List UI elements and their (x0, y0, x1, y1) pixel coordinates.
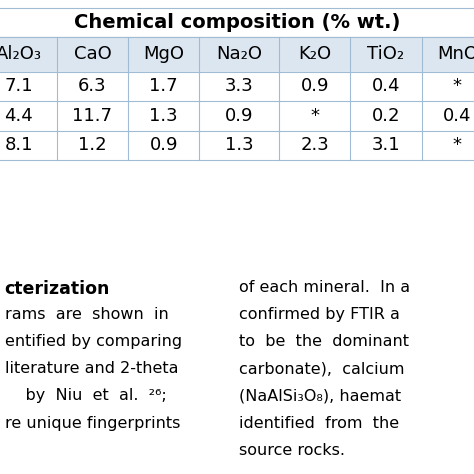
Text: Al₂O₃: Al₂O₃ (0, 46, 42, 64)
Text: Chemical composition (% wt.): Chemical composition (% wt.) (74, 13, 400, 32)
Bar (0, 101, 474, 130)
Text: 3.3: 3.3 (225, 77, 254, 95)
Text: CaO: CaO (73, 46, 111, 64)
Text: *: * (310, 107, 319, 125)
Text: 3.1: 3.1 (372, 136, 400, 154)
Text: source rocks.: source rocks. (239, 443, 346, 458)
Text: 6.3: 6.3 (78, 77, 107, 95)
Text: 0.9: 0.9 (225, 107, 254, 125)
Text: (NaAlSi₃O₈), haemat: (NaAlSi₃O₈), haemat (239, 389, 401, 403)
Text: 4.4: 4.4 (5, 107, 33, 125)
Text: to  be  the  dominant: to be the dominant (239, 334, 410, 349)
Bar (0, 72, 474, 101)
Text: rams  are  shown  in: rams are shown in (5, 307, 168, 322)
Text: by  Niu  et  al.  ²⁶;: by Niu et al. ²⁶; (5, 389, 166, 403)
Text: 1.3: 1.3 (149, 107, 178, 125)
Text: carbonate),  calcium: carbonate), calcium (239, 361, 405, 376)
Text: K₂O: K₂O (298, 46, 331, 64)
Text: re unique fingerprints: re unique fingerprints (5, 416, 180, 430)
Text: 7.1: 7.1 (5, 77, 33, 95)
Text: confirmed by FTIR a: confirmed by FTIR a (239, 307, 400, 322)
Text: *: * (453, 136, 462, 154)
Text: entified by comparing: entified by comparing (5, 334, 182, 349)
Text: 0.9: 0.9 (149, 136, 178, 154)
Bar (0, 8, 474, 37)
Text: MgO: MgO (143, 46, 184, 64)
Text: of each mineral.  In a: of each mineral. In a (239, 280, 410, 295)
Text: MnO: MnO (437, 46, 474, 64)
Text: 0.4: 0.4 (372, 77, 400, 95)
Text: 0.4: 0.4 (443, 107, 472, 125)
Text: 2.3: 2.3 (300, 136, 329, 154)
Text: identified  from  the: identified from the (239, 416, 400, 430)
Text: Na₂O: Na₂O (216, 46, 262, 64)
Text: 1.2: 1.2 (78, 136, 107, 154)
Bar (0, 130, 474, 160)
Bar (0, 37, 474, 72)
Text: 0.2: 0.2 (372, 107, 400, 125)
Text: 8.1: 8.1 (5, 136, 33, 154)
Text: *: * (453, 77, 462, 95)
Text: literature and 2-theta: literature and 2-theta (5, 361, 178, 376)
Text: 11.7: 11.7 (73, 107, 112, 125)
Text: 1.3: 1.3 (225, 136, 254, 154)
Text: 0.9: 0.9 (301, 77, 329, 95)
Text: cterization: cterization (5, 280, 110, 298)
Text: TiO₂: TiO₂ (367, 46, 404, 64)
Text: 1.7: 1.7 (149, 77, 178, 95)
